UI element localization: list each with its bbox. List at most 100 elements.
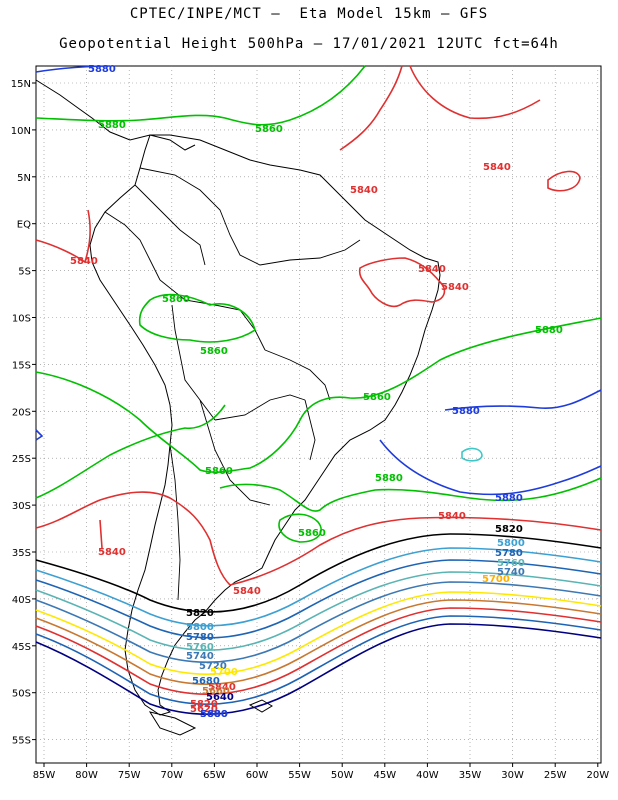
country-borders — [104, 167, 361, 601]
lat-label: 15S — [12, 360, 31, 371]
contour-red-ne-closed — [547, 170, 581, 192]
label-red-6: 5840 — [438, 511, 466, 522]
label-red-10: 5840 — [208, 682, 236, 693]
contour-5720 — [35, 591, 602, 676]
label-black-2: 5820 — [186, 608, 214, 619]
chart-title-line1: CPTEC/INPE/MCT – Eta Model 15km – GFS — [129, 6, 489, 22]
label-blue-4: 5880 — [200, 709, 228, 720]
lat-label: 30S — [12, 501, 31, 512]
lon-label: 60W — [246, 770, 269, 781]
label-s-12: 5680 — [192, 676, 220, 687]
label-s-3: 5760 — [497, 558, 525, 569]
lon-label: 45W — [373, 770, 396, 781]
label-green-9: 5860 — [298, 528, 326, 539]
label-blue-2: 5880 — [452, 406, 480, 417]
contour-red-northeast — [339, 65, 541, 151]
contour-red-south — [35, 491, 602, 586]
contour-green-mid — [35, 317, 602, 473]
contour-red-west — [35, 209, 91, 264]
lon-label: 85W — [33, 770, 56, 781]
contour-labels: 5880 5860 5860 5860 5880 5860 5860 5880 … — [70, 64, 563, 720]
label-green-4: 5860 — [200, 346, 228, 357]
contour-blue-east — [444, 389, 602, 411]
lat-label: 25S — [12, 454, 31, 465]
label-s-10: 5720 — [199, 661, 227, 672]
label-red-9: 5820 — [190, 699, 218, 710]
lat-label: 15N — [11, 79, 31, 90]
contour-5780 — [35, 559, 602, 639]
lon-label: 40W — [416, 770, 439, 781]
lat-label: 55S — [12, 736, 31, 747]
lat-label: EQ — [17, 220, 31, 231]
label-s-5: 5700 — [482, 574, 510, 585]
label-blue-3: 5880 — [495, 493, 523, 504]
contour-5680 — [35, 607, 602, 696]
label-red-4: 5840 — [418, 264, 446, 275]
label-s-6: 5800 — [186, 622, 214, 633]
label-s-14: 5640 — [206, 692, 234, 703]
label-black-1: 5820 — [495, 524, 523, 535]
contour-5640 — [35, 623, 602, 716]
lat-label: 45S — [12, 642, 31, 653]
graticule — [36, 66, 601, 763]
label-s-13: 5660 — [202, 686, 230, 697]
label-s-7: 5780 — [186, 632, 214, 643]
label-blue-1: 5880 — [88, 64, 116, 75]
contour-red-brazil — [358, 257, 446, 308]
lon-label: 75W — [118, 770, 141, 781]
label-red-8: 5840 — [233, 586, 261, 597]
lat-label: 35S — [12, 548, 31, 559]
lon-label: 50W — [331, 770, 354, 781]
contour-green-lower — [219, 477, 602, 512]
lat-label: 5S — [18, 267, 31, 278]
lon-label: 35W — [459, 770, 482, 781]
contour-blue-west — [35, 429, 44, 441]
map-frame — [35, 65, 602, 764]
coastlines — [35, 79, 441, 736]
label-red-3: 5840 — [70, 256, 98, 267]
label-green-5: 5880 — [535, 325, 563, 336]
contour-green-amazon — [138, 293, 256, 343]
label-red-1: 5840 — [483, 162, 511, 173]
latitude-labels: 15N 10N 5N EQ 5S 10S 15S 20S 25S 30S 35S 40S 45S 50S 5… — [11, 79, 36, 747]
lon-label: 25W — [544, 770, 567, 781]
contour-cyan-closed — [461, 447, 483, 462]
contour-red-inlet — [99, 519, 103, 549]
label-s-1: 5800 — [497, 538, 525, 549]
label-green-8: 5880 — [375, 473, 403, 484]
longitude-labels: 85W 80W 75W 70W 65W 60W 55W 50W 45W 40W 35W 30W 25W 2… — [33, 763, 609, 781]
label-s-8: 5760 — [186, 642, 214, 653]
label-s-11: 5700 — [210, 667, 238, 678]
falkland-islands — [248, 699, 273, 713]
lat-label: 5N — [17, 173, 31, 184]
lon-label: 30W — [501, 770, 524, 781]
lon-label: 20W — [586, 770, 609, 781]
label-red-2: 5840 — [350, 185, 378, 196]
contour-5700 — [35, 599, 602, 686]
chart-title-line2: Geopotential Height 500hPa – 17/01/2021 … — [59, 36, 559, 52]
lat-label: 50S — [12, 689, 31, 700]
label-green-7: 5860 — [205, 466, 233, 477]
contour-blue-south — [379, 439, 602, 496]
label-red-5: 5840 — [441, 282, 469, 293]
lon-label: 70W — [160, 770, 183, 781]
label-s-9: 5740 — [186, 651, 214, 662]
contour-5660 — [35, 615, 602, 706]
contour-5820 — [35, 533, 602, 613]
contour-blue-north — [35, 65, 111, 73]
label-s-2: 5780 — [495, 548, 523, 559]
lon-label: 80W — [75, 770, 98, 781]
label-s-16: 5600 — [200, 709, 228, 720]
contour-green-south — [35, 404, 226, 499]
label-s-15: 5620 — [190, 704, 218, 715]
lat-label: 10N — [11, 126, 31, 137]
contour-green-north — [35, 65, 366, 126]
lat-label: 10S — [12, 314, 31, 325]
lon-label: 55W — [288, 770, 311, 781]
label-green-1: 5880 — [98, 120, 126, 131]
label-green-2: 5860 — [255, 124, 283, 135]
central-america-coast — [35, 79, 196, 151]
lat-label: 20S — [12, 407, 31, 418]
contour-green-closed — [278, 513, 322, 543]
